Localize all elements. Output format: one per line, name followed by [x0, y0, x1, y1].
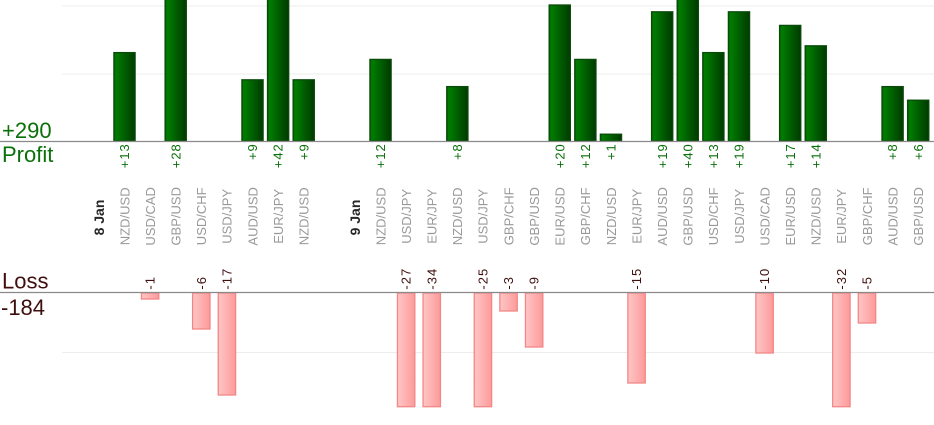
svg-text:EUR/JPY: EUR/JPY	[629, 189, 644, 244]
svg-text:-17: -17	[220, 268, 235, 290]
svg-text:-27: -27	[399, 268, 414, 290]
svg-text:-9: -9	[527, 276, 542, 290]
svg-text:USD/CHF: USD/CHF	[194, 187, 209, 245]
svg-text:+42: +42	[271, 143, 286, 168]
svg-text:USD/JPY: USD/JPY	[220, 189, 235, 244]
svg-text:NZD/USD: NZD/USD	[297, 187, 312, 245]
svg-text:+40: +40	[680, 143, 695, 168]
svg-text:NZD/USD: NZD/USD	[117, 187, 132, 245]
svg-text:NZD/USD: NZD/USD	[450, 187, 465, 245]
svg-text:-34: -34	[424, 268, 439, 290]
svg-text:-32: -32	[834, 268, 849, 290]
svg-text:GBP/CHF: GBP/CHF	[501, 187, 516, 245]
svg-text:-5: -5	[860, 276, 875, 290]
svg-text:EUR/JPY: EUR/JPY	[834, 189, 849, 244]
svg-text:NZD/USD: NZD/USD	[809, 187, 824, 245]
svg-text:USD/JPY: USD/JPY	[476, 189, 491, 244]
svg-text:GBP/USD: GBP/USD	[911, 187, 926, 246]
svg-text:+8: +8	[885, 143, 900, 160]
svg-text:+6: +6	[911, 143, 926, 160]
svg-text:-6: -6	[194, 276, 209, 290]
svg-text:+1: +1	[604, 143, 619, 160]
svg-text:EUR/JPY: EUR/JPY	[271, 189, 286, 244]
svg-text:-184: -184	[1, 295, 45, 320]
svg-text:+20: +20	[552, 143, 567, 168]
svg-text:Profit: Profit	[2, 142, 53, 167]
svg-text:NZD/USD: NZD/USD	[604, 187, 619, 245]
svg-text:USD/CAD: USD/CAD	[143, 187, 158, 246]
svg-text:+12: +12	[578, 143, 593, 168]
svg-text:-10: -10	[757, 268, 772, 290]
svg-text:-1: -1	[143, 276, 158, 290]
svg-text:+19: +19	[655, 143, 670, 168]
svg-text:+12: +12	[373, 143, 388, 168]
svg-text:NZD/USD: NZD/USD	[373, 187, 388, 245]
svg-text:+13: +13	[706, 143, 721, 168]
svg-text:USD/JPY: USD/JPY	[732, 189, 747, 244]
svg-text:+290: +290	[2, 118, 52, 143]
svg-text:EUR/JPY: EUR/JPY	[425, 189, 440, 244]
svg-text:AUD/USD: AUD/USD	[655, 187, 670, 246]
svg-text:GBP/CHF: GBP/CHF	[578, 187, 593, 245]
svg-text:Loss: Loss	[2, 269, 48, 294]
svg-text:+17: +17	[783, 143, 798, 168]
svg-text:EUR/USD: EUR/USD	[783, 187, 798, 246]
svg-text:GBP/USD: GBP/USD	[169, 187, 184, 246]
svg-text:AUD/USD: AUD/USD	[245, 187, 260, 246]
svg-text:-3: -3	[501, 276, 516, 290]
svg-text:+8: +8	[450, 143, 465, 160]
svg-text:8 Jan: 8 Jan	[91, 200, 107, 236]
svg-text:+13: +13	[117, 143, 132, 168]
svg-text:GBP/USD: GBP/USD	[681, 187, 696, 246]
svg-text:+28: +28	[168, 143, 183, 168]
svg-text:+14: +14	[808, 143, 823, 168]
svg-text:+19: +19	[732, 143, 747, 168]
svg-text:-25: -25	[476, 268, 491, 290]
svg-text:USD/JPY: USD/JPY	[399, 189, 414, 244]
svg-text:+9: +9	[296, 143, 311, 160]
svg-text:AUD/USD: AUD/USD	[885, 187, 900, 246]
svg-text:EUR/USD: EUR/USD	[553, 187, 568, 246]
svg-text:-15: -15	[629, 268, 644, 290]
svg-text:USD/CAD: USD/CAD	[757, 187, 772, 246]
svg-text:9 Jan: 9 Jan	[347, 200, 363, 236]
svg-text:GBP/CHF: GBP/CHF	[860, 187, 875, 245]
svg-text:GBP/USD: GBP/USD	[527, 187, 542, 246]
svg-text:+9: +9	[245, 143, 260, 160]
svg-text:USD/CHF: USD/CHF	[706, 187, 721, 245]
